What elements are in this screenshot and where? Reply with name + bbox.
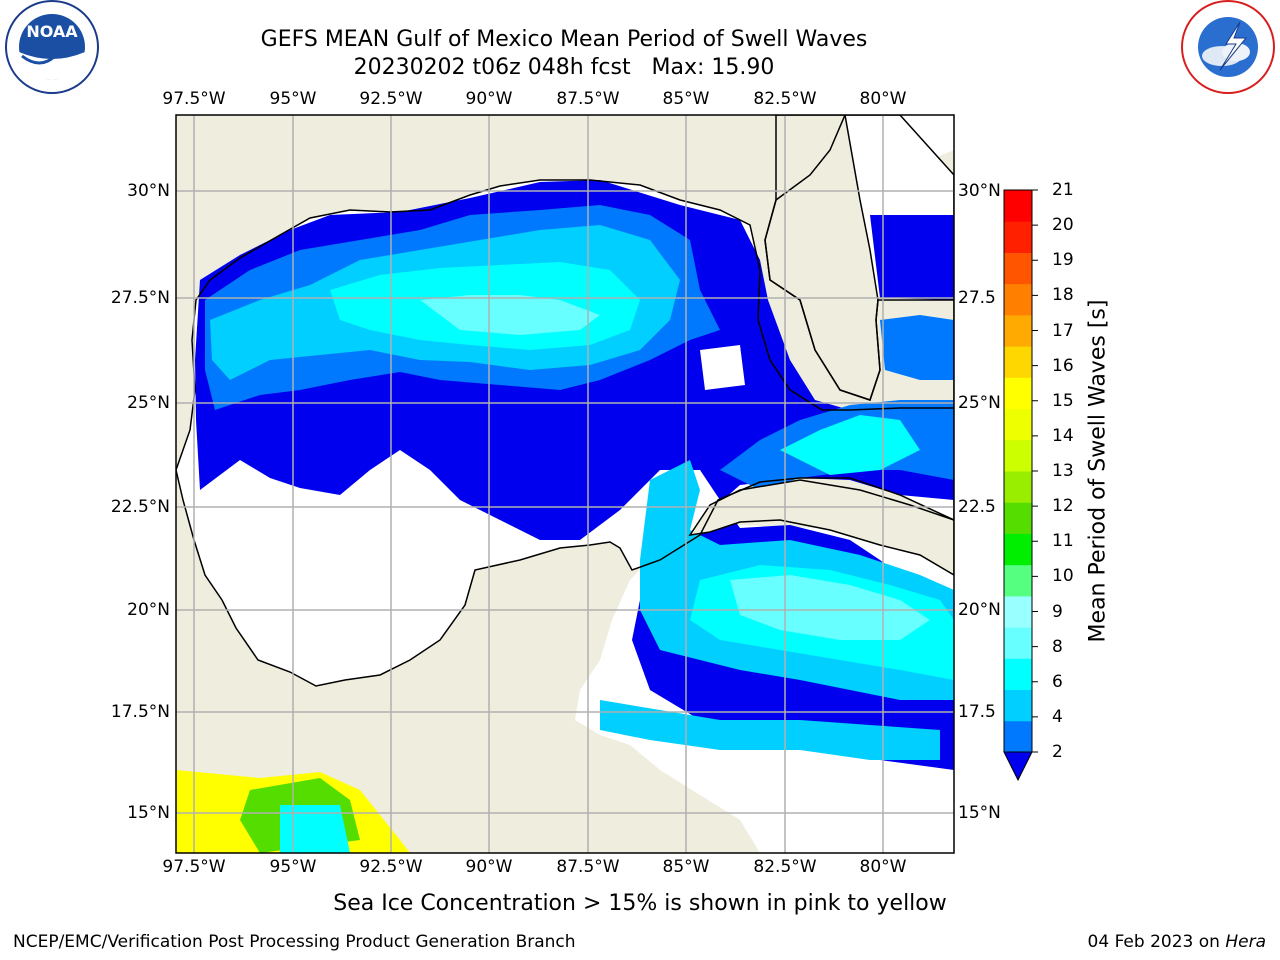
colorbar-tick-label: 15 <box>1052 390 1074 411</box>
swell-band-4s-south <box>600 700 940 760</box>
sea-ice-caption: Sea Ice Concentration > 15% is shown in … <box>333 891 947 916</box>
lon-tick-top: 97.5°W <box>162 89 226 109</box>
lon-tick-bottom: 82.5°W <box>753 857 817 877</box>
lat-tick-right: 17.5 <box>958 702 996 722</box>
lon-tick-bottom: 85°W <box>662 857 710 877</box>
colorbar-tick-label: 19 <box>1052 250 1074 271</box>
colorbar-tick-label: 18 <box>1052 285 1074 306</box>
lat-tick-left: 17.5°N <box>110 702 170 722</box>
map-frame <box>175 114 955 854</box>
lat-tick-left: 22.5°N <box>110 497 170 517</box>
colorbar-tick-label: 12 <box>1052 496 1074 517</box>
colorbar-tick-label: 10 <box>1052 566 1074 587</box>
colorbar-tick-label: 16 <box>1052 355 1074 376</box>
lat-tick-right: 20°N <box>958 600 1001 620</box>
lon-tick-bottom: 80°W <box>859 857 907 877</box>
colorbar-swatch-8 <box>1004 471 1032 503</box>
lon-tick-bottom: 95°W <box>269 857 317 877</box>
colorbar-swatch-16 <box>1004 221 1032 253</box>
colorbar-swatch-6 <box>1004 533 1032 566</box>
footer-credit: NCEP/EMC/Verification Post Processing Pr… <box>13 932 576 952</box>
colorbar-swatch-0 <box>1004 720 1032 753</box>
colorbar-swatch-5 <box>1004 564 1032 597</box>
lat-tick-left: 30°N <box>127 181 170 201</box>
chart-title: GEFS MEAN Gulf of Mexico Mean Period of … <box>260 27 868 52</box>
swell-band-6s-straits <box>780 415 920 475</box>
lon-tick-top: 85°W <box>662 89 710 109</box>
footer-host: Hera <box>1225 932 1266 952</box>
colorbar-tick-label: 4 <box>1052 706 1063 727</box>
swell-band-2s-atlantic <box>880 315 954 380</box>
colorbar-swatch-12 <box>1004 346 1032 378</box>
chart-subtitle: 20230202 t06z 048h fcst Max: 15.90 <box>353 55 775 80</box>
lon-tick-bottom: 90°W <box>465 857 513 877</box>
colorbar-swatch-14 <box>1004 283 1032 316</box>
colorbar-tick-label: 17 <box>1052 320 1074 341</box>
atlantic-east-florida <box>870 215 954 300</box>
lat-tick-right: 15°N <box>958 803 1001 823</box>
swell-band-8s-caribbean <box>730 575 930 640</box>
lon-tick-top: 82.5°W <box>753 89 817 109</box>
lat-tick-right: 27.5 <box>958 288 996 308</box>
lon-tick-top: 80°W <box>859 89 907 109</box>
colorbar-swatch-10 <box>1004 408 1032 441</box>
colorbar-swatch-15 <box>1004 252 1032 285</box>
footer-date: 04 Feb 2023 on <box>1087 932 1226 952</box>
colorbar-swatch-3 <box>1004 627 1032 659</box>
colorbar-tick-label: 13 <box>1052 461 1074 481</box>
pacific-swell-low <box>280 805 350 853</box>
lat-tick-left: 25°N <box>127 393 170 413</box>
colorbar-tick-label: 6 <box>1052 671 1063 692</box>
swell-band-8s-north <box>420 295 600 335</box>
colorbar-swatch-9 <box>1004 439 1032 472</box>
lon-tick-top: 92.5°W <box>359 89 423 109</box>
lat-tick-left: 20°N <box>127 600 170 620</box>
colorbar-tick-label: 21 <box>1052 180 1074 200</box>
colorbar-swatch-13 <box>1004 314 1032 347</box>
colorbar-swatch-11 <box>1004 377 1032 410</box>
no-data-gap-2 <box>840 115 954 190</box>
colorbar-swatch-4 <box>1004 595 1032 628</box>
no-data-gap-1 <box>700 345 745 390</box>
lon-tick-top: 90°W <box>465 89 513 109</box>
colorbar-tick-label: 2 <box>1052 742 1063 762</box>
lon-tick-bottom: 92.5°W <box>359 857 423 877</box>
lat-tick-right: 25°N <box>958 393 1001 413</box>
colorbar-swatch-17 <box>1004 190 1032 222</box>
colorbar-tick-label: 9 <box>1052 601 1063 622</box>
colorbar-tick-label: 14 <box>1052 425 1074 446</box>
lat-tick-left: 27.5°N <box>110 288 170 308</box>
colorbar-swatch-1 <box>1004 689 1032 722</box>
colorbar-label: Mean Period of Swell Waves [s] <box>1085 299 1111 643</box>
map-field <box>176 115 954 853</box>
lon-tick-bottom: 87.5°W <box>556 857 620 877</box>
colorbar-under-arrow <box>1003 751 1033 782</box>
cuba-land <box>688 479 954 576</box>
lon-tick-top: 95°W <box>269 89 317 109</box>
lat-tick-right: 30°N <box>958 181 1001 201</box>
colorbar-tick-label: 8 <box>1052 636 1063 657</box>
footer-date-host: 04 Feb 2023 on Hera <box>1088 932 1266 952</box>
colorbar-tick-label: 11 <box>1052 531 1074 552</box>
lat-tick-left: 15°N <box>127 803 170 823</box>
lon-tick-top: 87.5°W <box>556 89 620 109</box>
lon-tick-bottom: 97.5°W <box>162 857 226 877</box>
lat-tick-right: 22.5 <box>958 497 996 517</box>
colorbar-tick-label: 20 <box>1052 215 1074 236</box>
yucatan-and-central-america-land <box>176 542 620 853</box>
colorbar-swatch-2 <box>1004 658 1032 691</box>
colorbar-swatch-7 <box>1004 502 1032 534</box>
